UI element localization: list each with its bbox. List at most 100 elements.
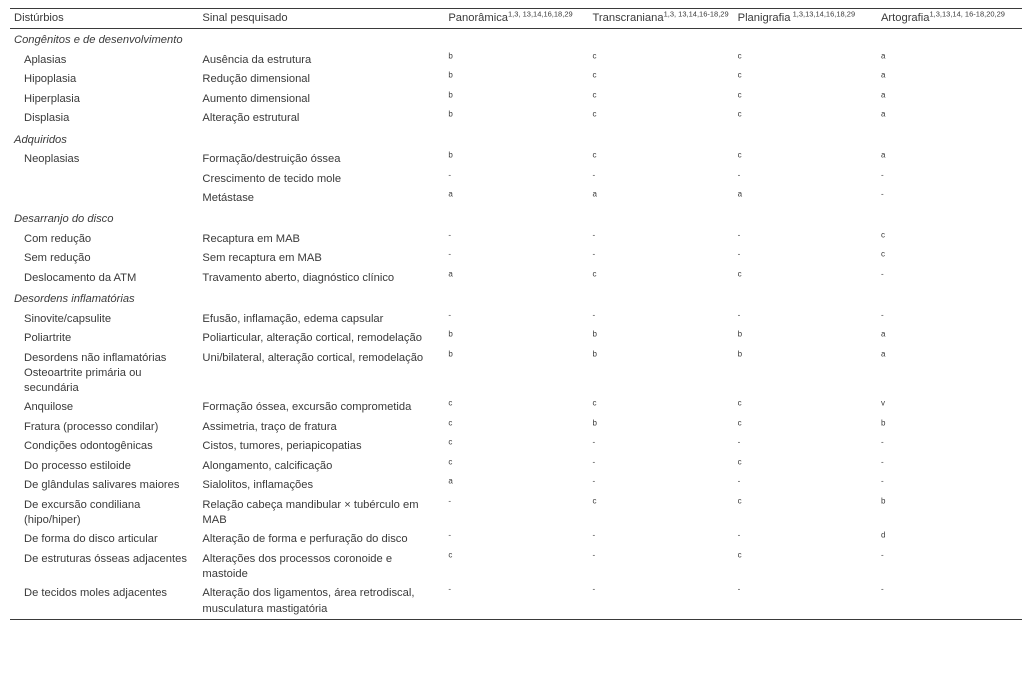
col-c4: Planigrafia [738, 12, 791, 24]
cell-marker: b [448, 90, 452, 99]
table-row: HiperplasiaAumento dimensionalbcca [10, 90, 1022, 109]
cell-marker: b [592, 349, 596, 358]
cell-marker: c [448, 418, 452, 427]
cell-disturbio: Deslocamento da ATM [24, 272, 136, 284]
cell-disturbio: Aplasias [24, 54, 66, 66]
cell-marker: - [448, 170, 451, 179]
cell-marker: b [592, 329, 596, 338]
cell-marker: c [592, 90, 596, 99]
cell-marker: a [881, 90, 885, 99]
cell-marker: c [738, 269, 742, 278]
cell-marker: - [448, 230, 451, 239]
table-row: Sinovite/capsulite Efusão, inflamação, ed… [10, 310, 1022, 329]
cell-marker: c [592, 269, 596, 278]
col-c3: Transcraniana [592, 12, 663, 24]
cell-disturbio: De estruturas ósseas adjacentes [24, 553, 187, 565]
cell-marker: c [738, 550, 742, 559]
cell-marker: c [738, 90, 742, 99]
table-row: Do processo estiloideAlongamento, calcif… [10, 457, 1022, 476]
cell-marker: d [881, 531, 885, 540]
cell-marker: b [738, 329, 742, 338]
cell-marker: - [881, 269, 884, 278]
cell-marker: b [448, 71, 452, 80]
table-row: De forma do disco articularAlteração de … [10, 530, 1022, 549]
cell-marker: - [592, 457, 595, 466]
section-title: Congênitos e de desenvolvimento [10, 29, 1022, 51]
table-row: NeoplasiasFormação/destruição ósseabcca [10, 150, 1022, 169]
col-c2: Panorâmica [448, 12, 508, 24]
cell-marker: c [592, 51, 596, 60]
section-title: Desarranjo do disco [10, 208, 1022, 229]
cell-marker: c [448, 399, 452, 408]
cell-marker: a [881, 150, 885, 159]
cell-marker: - [592, 250, 595, 259]
cell-marker: - [592, 585, 595, 594]
cell-marker: - [448, 310, 451, 319]
cell-marker: - [448, 496, 451, 505]
cell-marker: - [592, 531, 595, 540]
table-row: Desordens não inflamatórias Osteoartrite… [10, 348, 1022, 398]
cell-marker: v [881, 399, 885, 408]
col-c3-sup: 1,3, 13,14,16-18,29 [664, 9, 729, 18]
table-row: AplasiasAusência da estruturabcca [10, 51, 1022, 70]
cell-marker: - [448, 250, 451, 259]
table-row: Metástaseaaa- [10, 189, 1022, 208]
cell-disturbio: Poliartrite [24, 332, 71, 344]
cell-marker: b [448, 349, 452, 358]
cell-disturbio: De glândulas salivares maiores [24, 479, 179, 491]
cell-disturbio: Sinovite/capsulite [24, 313, 111, 325]
cell-marker: c [881, 250, 885, 259]
cell-marker: c [448, 438, 452, 447]
disorders-table: DistúrbiosSinal pesquisadoPanorâmica1,3,… [10, 8, 1022, 620]
cell-marker: - [881, 170, 884, 179]
table-row: Com reduçãoRecaptura em MAB---c [10, 230, 1022, 249]
cell-marker: b [448, 150, 452, 159]
cell-disturbio: Anquilose [24, 401, 73, 413]
cell-marker: - [592, 477, 595, 486]
cell-marker: c [592, 399, 596, 408]
cell-marker: c [592, 150, 596, 159]
table-row: Fratura (processo condilar)Assimetria, t… [10, 418, 1022, 437]
cell-disturbio: Neoplasias [24, 153, 79, 165]
cell-disturbio: Do processo estiloide [24, 460, 131, 472]
cell-sinal: Crescimento de tecido mole [202, 173, 341, 185]
cell-marker: - [881, 457, 884, 466]
cell-sinal: Sialolitos, inflamações [202, 479, 313, 491]
cell-sinal: Efusão, inflamação, edema capsular [202, 313, 383, 325]
cell-marker: - [738, 585, 741, 594]
cell-marker: a [738, 189, 742, 198]
cell-disturbio: Sem redução [24, 252, 91, 264]
table-row: De excursão condiliana (hipo/hiper) Relaç… [10, 496, 1022, 531]
cell-marker: c [592, 496, 596, 505]
cell-sinal: Alteração estrutural [202, 112, 299, 124]
cell-disturbio: De excursão condiliana (hipo/hiper) [24, 499, 140, 526]
cell-marker: b [448, 51, 452, 60]
cell-sinal: Formação óssea, excursão comprometida [202, 401, 411, 413]
cell-sinal: Recaptura em MAB [202, 233, 300, 245]
cell-disturbio: Desordens não inflamatórias Osteoartrite… [24, 352, 166, 394]
table-row: Condições odontogênicas Cistos, tumores, … [10, 437, 1022, 456]
cell-marker: - [738, 477, 741, 486]
cell-marker: b [881, 418, 885, 427]
cell-sinal: Alterações dos processos coronoide e mas… [202, 553, 392, 580]
cell-marker: b [881, 496, 885, 505]
cell-sinal: Poliarticular, alteração cortical, remod… [202, 332, 422, 344]
section-row: Adquiridos [10, 129, 1022, 150]
table-row: Poliartrite Poliarticular, alteração cort… [10, 329, 1022, 348]
cell-marker: - [738, 531, 741, 540]
table-header: DistúrbiosSinal pesquisadoPanorâmica1,3,… [10, 9, 1022, 29]
cell-sinal: Relação cabeça mandibular × tubérculo em… [202, 499, 418, 526]
cell-marker: a [448, 269, 452, 278]
table-row: Deslocamento da ATMTravamento aberto, di… [10, 269, 1022, 288]
cell-marker: c [738, 51, 742, 60]
cell-disturbio: Fratura (processo condilar) [24, 421, 158, 433]
cell-sinal: Cistos, tumores, periapicopatias [202, 440, 361, 452]
cell-marker: a [592, 189, 596, 198]
cell-marker: a [448, 189, 452, 198]
cell-marker: - [738, 310, 741, 319]
cell-marker: - [881, 477, 884, 486]
cell-disturbio: Condições odontogênicas [24, 440, 153, 452]
table-row: De glândulas salivares maiores Sialolitos… [10, 476, 1022, 495]
cell-marker: c [738, 150, 742, 159]
cell-sinal: Redução dimensional [202, 73, 310, 85]
